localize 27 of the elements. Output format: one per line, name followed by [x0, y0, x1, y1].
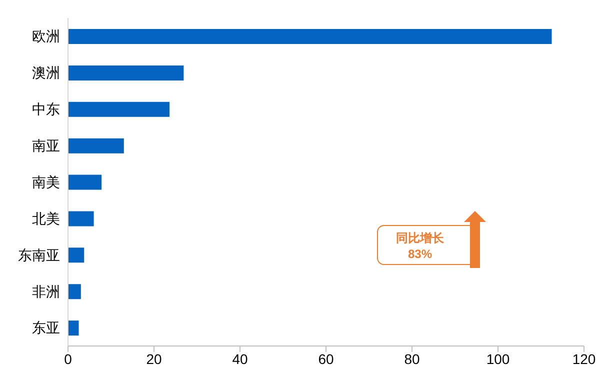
- y-tick-label: 欧洲: [32, 28, 60, 44]
- x-tick-label: 20: [146, 350, 162, 367]
- y-tick-label: 南美: [32, 174, 60, 190]
- bar: [68, 29, 552, 44]
- bar: [68, 248, 84, 263]
- x-tick-label: 100: [486, 350, 510, 367]
- bar: [68, 320, 79, 336]
- y-tick-label: 东亚: [32, 320, 60, 336]
- x-tick-label: 40: [232, 350, 248, 367]
- bar: [68, 65, 184, 80]
- x-tick-label: 120: [572, 350, 596, 367]
- y-tick-label: 东南亚: [18, 246, 60, 263]
- annotation: 83%: [406, 246, 434, 262]
- x-tick-label: 0: [64, 350, 72, 367]
- y-tick-label: 非洲: [32, 283, 60, 300]
- bar: [68, 138, 124, 154]
- bar: [68, 284, 81, 300]
- x-tick-label: 80: [404, 350, 420, 367]
- y-tick-label: 南亚: [32, 138, 60, 154]
- y-tick-label: 中东: [32, 101, 60, 118]
- bar: [68, 211, 94, 226]
- bar: [68, 174, 102, 190]
- bar: [68, 102, 170, 117]
- annotation: 同比增长: [395, 230, 445, 246]
- y-tick-label: 北美: [32, 210, 60, 226]
- y-tick-label: 澳洲: [32, 64, 60, 81]
- x-tick-label: 60: [318, 350, 334, 367]
